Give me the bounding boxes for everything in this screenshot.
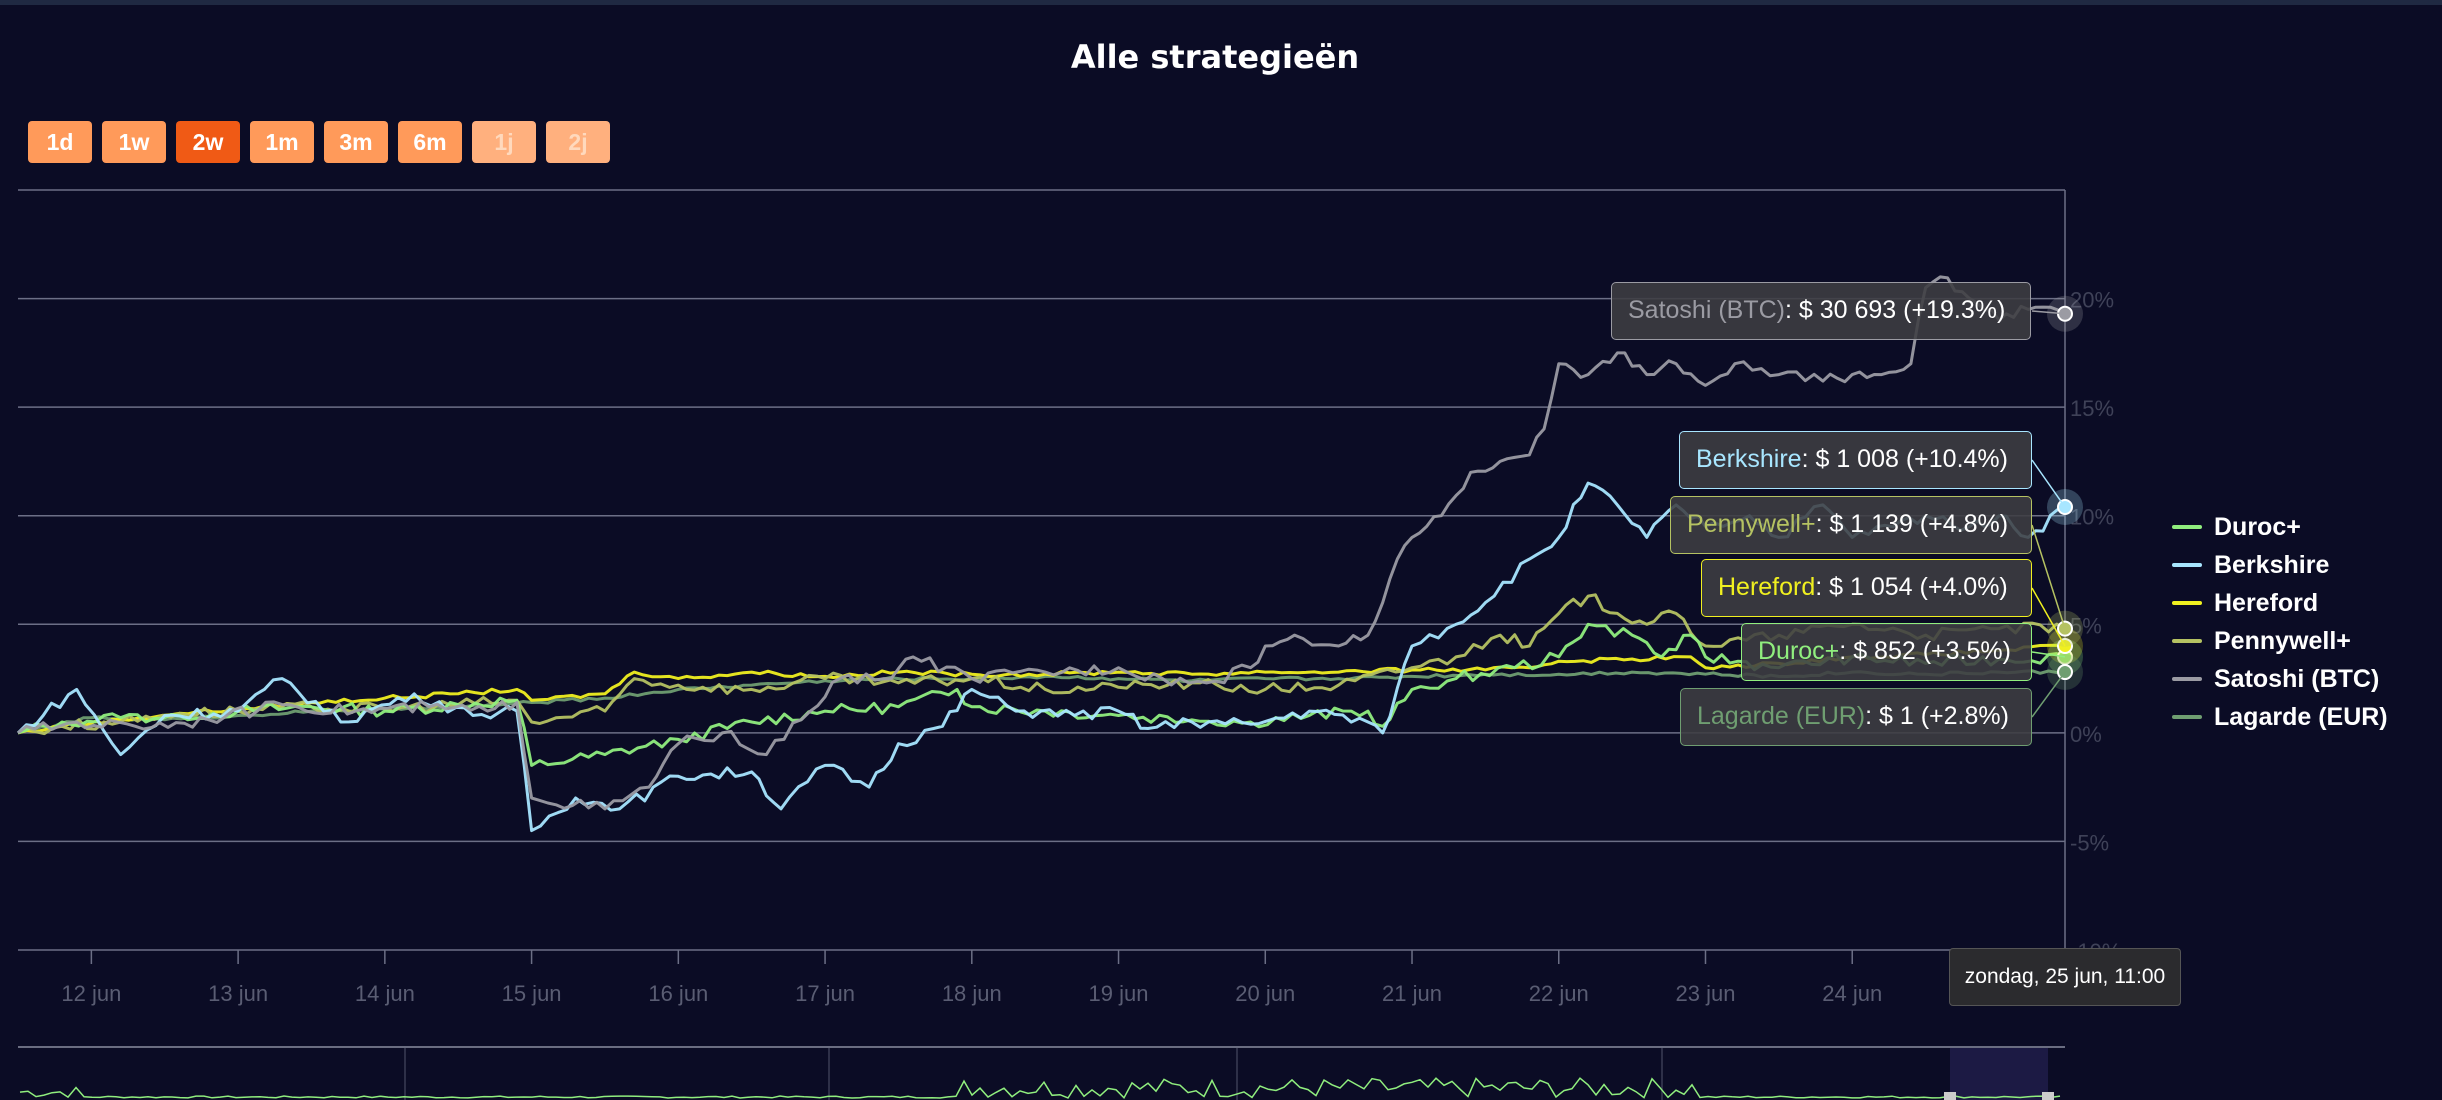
tooltip-value: : $ 852 (+3.5%) [1839, 637, 2011, 665]
x-tick-label: 15 jun [502, 981, 562, 1006]
tooltip-series-name: Duroc+ [1758, 637, 1840, 665]
legend-label: Lagarde (EUR) [2214, 702, 2388, 731]
range-button-1w[interactable]: 1w [102, 121, 166, 163]
range-selector: 1d 1w 2w 1m 3m 6m 1j 2j [28, 121, 610, 163]
x-tick-label: 12 jun [61, 981, 121, 1006]
tooltip-series-name: Berkshire [1696, 445, 1802, 473]
legend-item-pennywell[interactable]: Pennywell+ [2172, 622, 2388, 660]
tooltip-hereford: Hereford: $ 1 054 (+4.0%) [1701, 559, 2032, 617]
x-tick-label: 21 jun [1382, 981, 1442, 1006]
y-tick-label: 10% [2070, 505, 2114, 530]
range-button-1d[interactable]: 1d [28, 121, 92, 163]
legend-swatch [2172, 601, 2202, 605]
tooltip-connector [2031, 671, 2066, 718]
tooltip-berkshire: Berkshire: $ 1 008 (+10.4%) [1679, 431, 2032, 489]
x-tick-label: 17 jun [795, 981, 855, 1006]
navigator-selection [1950, 1048, 2048, 1100]
x-tick-label: 23 jun [1676, 981, 1736, 1006]
tooltip-date: zondag, 25 jun, 11:00 [1949, 948, 2181, 1006]
legend-swatch [2172, 677, 2202, 681]
y-tick-label: -5% [2070, 830, 2109, 855]
range-button-1m[interactable]: 1m [250, 121, 314, 163]
navigator-handle-left [1944, 1092, 1956, 1100]
tooltip-pennywell: Pennywell+: $ 1 139 (+4.8%) [1670, 496, 2032, 554]
legend: Duroc+ Berkshire Hereford Pennywell+ Sat… [2172, 508, 2388, 736]
range-button-1j[interactable]: 1j [472, 121, 536, 163]
tooltip-lagarde: Lagarde (EUR): $ 1 (+2.8%) [1680, 688, 2032, 746]
tooltip-satoshi: Satoshi (BTC): $ 30 693 (+19.3%) [1611, 282, 2031, 340]
chart-title: Alle strategieën [1070, 38, 1360, 76]
series-line [17, 643, 2066, 735]
legend-label: Pennywell+ [2214, 626, 2351, 655]
tooltip-connector [2031, 459, 2066, 508]
range-button-2w[interactable]: 2w [176, 121, 240, 163]
x-tick-label: 22 jun [1529, 981, 1589, 1006]
legend-item-hereford[interactable]: Hereford [2172, 584, 2388, 622]
range-button-6m[interactable]: 6m [398, 121, 462, 163]
legend-item-berkshire[interactable]: Berkshire [2172, 546, 2388, 584]
tooltip-series-name: Lagarde (EUR) [1697, 702, 1866, 730]
x-tick-label: 18 jun [942, 981, 1002, 1006]
x-tick-label: 19 jun [1089, 981, 1149, 1006]
legend-swatch [2172, 525, 2202, 529]
tooltip-value: : $ 1 139 (+4.8%) [1815, 510, 2009, 538]
range-button-3m[interactable]: 3m [324, 121, 388, 163]
tooltip-connector [2031, 651, 2066, 658]
series-line [17, 275, 2066, 811]
legend-label: Hereford [2214, 588, 2319, 617]
tooltip-value: : $ 1 008 (+10.4%) [1801, 445, 2008, 473]
legend-label: Berkshire [2214, 550, 2330, 579]
navigator-series-line [19, 1077, 2061, 1100]
tooltip-connector [2031, 587, 2066, 647]
range-button-2j[interactable]: 2j [546, 121, 610, 163]
legend-label: Satoshi (BTC) [2214, 664, 2380, 693]
legend-swatch [2172, 563, 2202, 567]
tooltip-series-name: Satoshi (BTC) [1628, 296, 1785, 324]
tooltip-connector [2031, 310, 2066, 315]
tooltip-duroc: Duroc+: $ 852 (+3.5%) [1741, 623, 2032, 681]
x-tick-label: 16 jun [648, 981, 708, 1006]
tooltip-value: : $ 30 693 (+19.3%) [1784, 296, 2006, 324]
x-tick-label: 14 jun [355, 981, 415, 1006]
tooltip-value: : $ 1 (+2.8%) [1865, 702, 2009, 730]
legend-swatch [2172, 715, 2202, 719]
navigator-handle-right [2042, 1092, 2054, 1100]
legend-swatch [2172, 639, 2202, 643]
tooltip-series-name: Hereford [1718, 573, 1816, 601]
x-tick-label: 20 jun [1235, 981, 1295, 1006]
tooltip-connector [2031, 524, 2066, 629]
tooltip-series-name: Pennywell+ [1687, 510, 1816, 538]
legend-item-lagarde[interactable]: Lagarde (EUR) [2172, 698, 2388, 736]
tooltip-value: : $ 1 054 (+4.0%) [1815, 573, 2008, 601]
y-tick-label: 15% [2070, 396, 2114, 421]
legend-item-satoshi[interactable]: Satoshi (BTC) [2172, 660, 2388, 698]
top-bar [0, 0, 2442, 5]
y-tick-label: 0% [2070, 722, 2102, 747]
y-tick-label: 5% [2070, 613, 2102, 638]
legend-item-duroc[interactable]: Duroc+ [2172, 508, 2388, 546]
y-tick-label: 20% [2070, 288, 2114, 313]
x-tick-label: 13 jun [208, 981, 268, 1006]
legend-label: Duroc+ [2214, 512, 2301, 541]
x-tick-label: 24 jun [1822, 981, 1882, 1006]
series-line [17, 593, 2066, 736]
